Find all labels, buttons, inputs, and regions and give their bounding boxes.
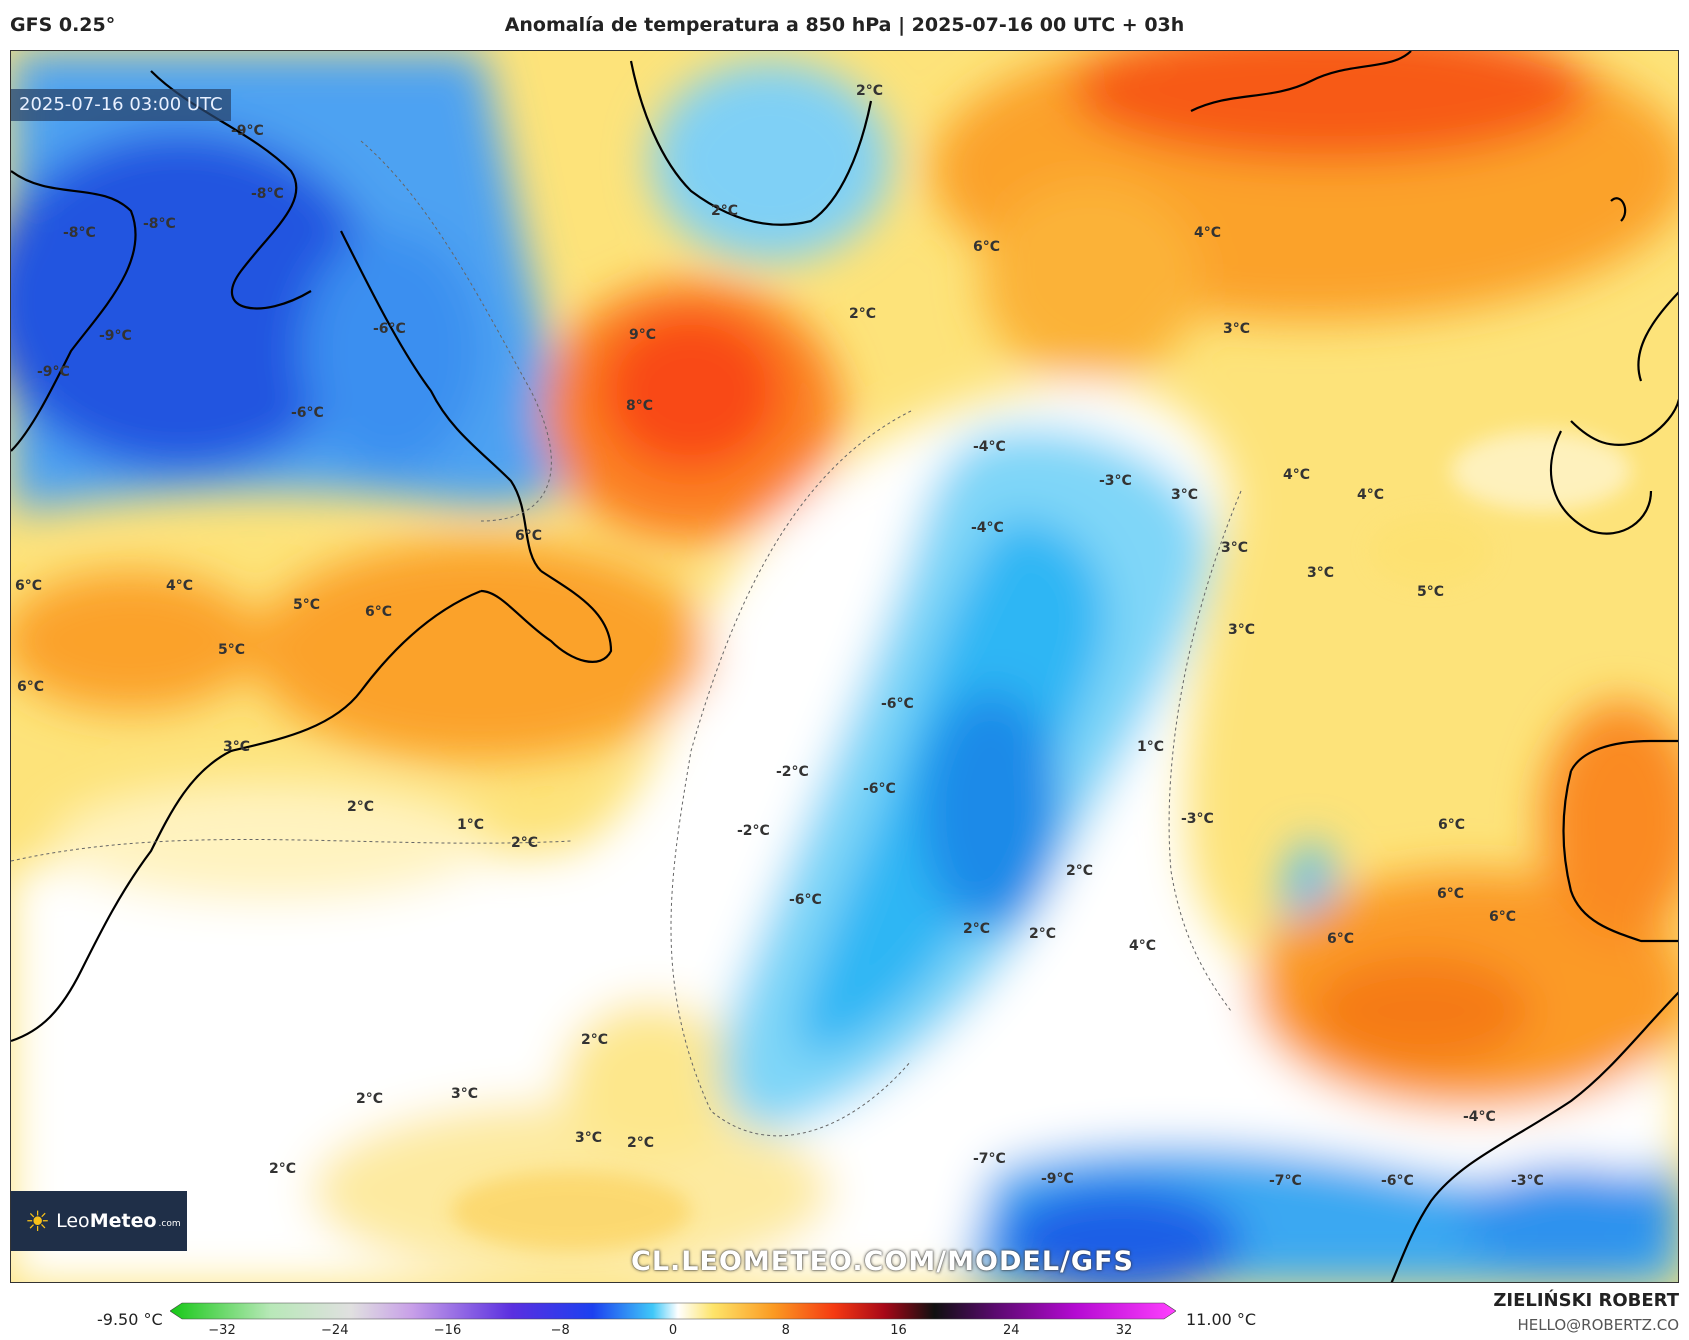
coastlines [11,51,1678,1282]
legend-tick-label: −24 [321,1323,349,1338]
temperature-label: 5°C [293,597,320,613]
temperature-label: 6°C [1327,931,1354,947]
temperature-label: -8°C [63,225,96,241]
temperature-label: 2°C [963,921,990,937]
temperature-label: -8°C [251,186,284,202]
temperature-label: 3°C [451,1086,478,1102]
temperature-label: 6°C [17,679,44,695]
temperature-label: 2°C [356,1091,383,1107]
temperature-label: -4°C [973,439,1006,455]
legend-tick-label: −8 [550,1323,570,1338]
temperature-label: -6°C [881,696,914,712]
temperature-label: -9°C [231,123,264,139]
legend-min-value: -9.50 °C [97,1310,163,1329]
temperature-label: 1°C [457,817,484,833]
legend-tick-label: −32 [208,1323,236,1338]
temperature-label: 2°C [347,799,374,815]
temperature-label: 2°C [1029,926,1056,942]
temperature-label: -9°C [99,328,132,344]
temperature-label: 1°C [1137,739,1164,755]
temperature-label: -6°C [373,321,406,337]
temperature-label: -3°C [1181,811,1214,827]
temperature-label: 2°C [711,203,738,219]
site-watermark: CL.LEOMETEO.COM/MODEL/GFS [631,1246,1134,1277]
legend-tick-label: 16 [890,1323,907,1338]
temperature-label: -2°C [776,764,809,780]
temperature-label: -3°C [1511,1173,1544,1189]
temperature-label: 4°C [1194,225,1221,241]
legend-tick-label: 24 [1002,1323,1020,1338]
logo-suffix: .com [158,1219,181,1229]
temperature-label: 2°C [511,835,538,851]
temperature-label: 3°C [1221,540,1248,556]
model-name: GFS 0.25° [10,14,116,36]
temperature-label: 6°C [15,578,42,594]
temperature-label: 3°C [1171,487,1198,503]
temperature-label: -4°C [1463,1109,1496,1125]
anomaly-map[interactable]: -9°C -8°C -8°C -8°C -9°C -9°C -6°C -6°C 2°C 2°C 6°… [10,50,1679,1283]
temperature-label: 5°C [218,642,245,658]
temperature-label: 6°C [1437,886,1464,902]
temperature-label: 2°C [1066,863,1093,879]
temperature-label: -6°C [863,781,896,797]
temperature-label: 3°C [1307,565,1334,581]
temperature-label: 6°C [365,604,392,620]
temperature-label: -6°C [291,405,324,421]
map-title: Anomalía de temperatura a 850 hPa | 2025… [504,14,1185,36]
temperature-label: 2°C [269,1161,296,1177]
leometeo-logo: ☀ Leo Meteo .com [11,1191,187,1251]
temperature-label: 4°C [1129,938,1156,954]
author-name: ZIELIŃSKI ROBERT [1493,1290,1679,1311]
legend-colorbar [170,1302,1176,1320]
valid-time-badge: 2025-07-16 03:00 UTC [11,89,231,121]
sun-icon: ☀ [25,1204,51,1238]
temperature-label: -2°C [737,823,770,839]
temperature-label: 9°C [629,327,656,343]
temperature-label: -7°C [1269,1173,1302,1189]
temperature-label: 4°C [1283,467,1310,483]
temperature-label: 4°C [1357,487,1384,503]
temperature-label: 6°C [973,239,1000,255]
temperature-label: 6°C [1489,909,1516,925]
temperature-label: 3°C [1223,321,1250,337]
temperature-label: 3°C [575,1130,602,1146]
temperature-label: -7°C [973,1151,1006,1167]
temperature-label: -4°C [971,520,1004,536]
temperature-label: 6°C [1438,817,1465,833]
temperature-label: -6°C [789,892,822,908]
logo-brand-a: Leo [56,1210,90,1232]
temperature-label: -9°C [37,364,70,380]
temperature-label: 6°C [515,528,542,544]
temperature-label: 3°C [1228,622,1255,638]
temperature-label: 5°C [1417,584,1444,600]
logo-brand-b: Meteo [89,1210,157,1232]
temperature-label: 3°C [223,739,250,755]
temperature-label: 4°C [166,578,193,594]
temperature-label: 2°C [849,306,876,322]
temperature-label: -9°C [1041,1171,1074,1187]
temperature-label: -8°C [143,216,176,232]
legend-tick-label: 8 [781,1323,790,1338]
temperature-label: 2°C [581,1032,608,1048]
temperature-label: 2°C [627,1135,654,1151]
temperature-label: -6°C [1381,1173,1414,1189]
legend-tick-label: −16 [433,1323,462,1338]
map-canvas: -9°C -8°C -8°C -8°C -9°C -9°C -6°C -6°C 2°C 2°C 6°… [11,51,1678,1282]
legend-tick-label: 0 [668,1323,678,1338]
legend-max-value: 11.00 °C [1186,1310,1257,1329]
contours [11,140,1242,1137]
temperature-labels: -9°C -8°C -8°C -8°C -9°C -9°C -6°C -6°C 2°C 2°C 6°… [15,83,1544,1189]
author-email[interactable]: HELLO@ROBERTZ.CO [1517,1316,1679,1334]
temperature-label: 2°C [856,83,883,99]
temperature-label: 8°C [626,398,653,414]
temperature-label: -3°C [1099,473,1132,489]
legend-tick-label: 32 [1115,1323,1133,1338]
